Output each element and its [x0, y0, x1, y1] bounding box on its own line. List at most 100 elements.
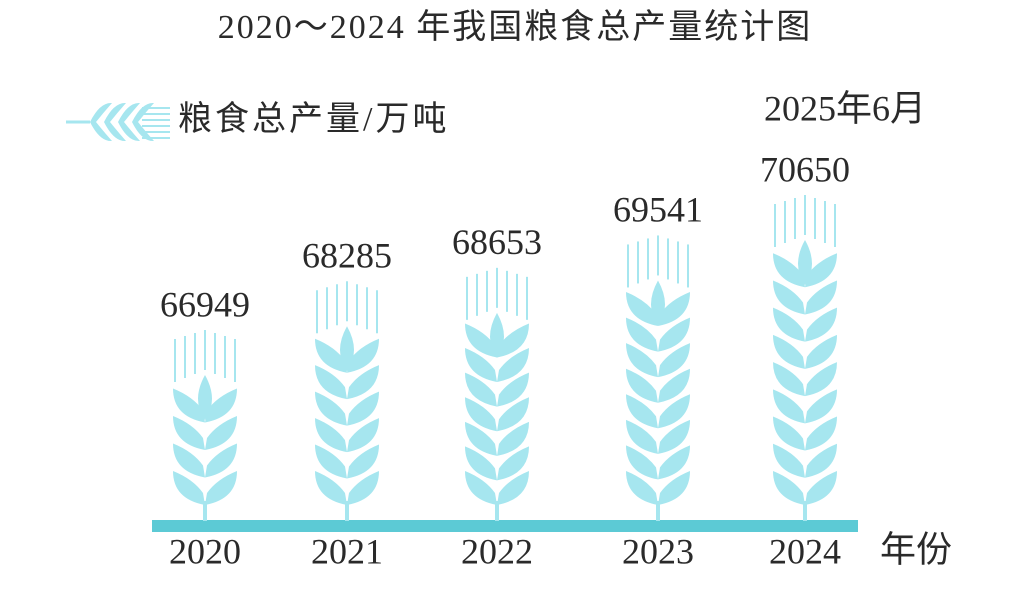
leaf: [465, 348, 497, 383]
leaf: [626, 368, 658, 403]
kernel: [198, 375, 212, 420]
leaf: [658, 445, 690, 480]
legend-leaf: [90, 102, 112, 142]
leaf: [626, 343, 658, 378]
leaf: [315, 338, 347, 373]
leaf: [347, 444, 379, 479]
legend-icon: [66, 102, 170, 142]
stem: [345, 501, 349, 521]
leaf: [465, 323, 497, 358]
leaf: [626, 292, 658, 327]
value-label: 66949: [160, 284, 250, 324]
leaf: [173, 416, 205, 450]
leaf: [658, 419, 690, 454]
leaf: [205, 471, 237, 505]
leaf: [315, 444, 347, 479]
leaf: [773, 416, 805, 451]
leaf: [315, 418, 347, 453]
leaf: [626, 419, 658, 454]
value-label: 70650: [760, 149, 850, 189]
leaf: [173, 471, 205, 505]
x-axis: [152, 520, 858, 532]
leaf: [626, 445, 658, 480]
leaf: [773, 362, 805, 397]
value-label: 69541: [613, 190, 703, 230]
legend-leaf: [118, 102, 140, 142]
legend: 粮食总产量/万吨: [66, 100, 446, 142]
leaf: [347, 338, 379, 373]
leaf: [173, 388, 205, 423]
wheat-bar: [773, 195, 837, 521]
leaf: [347, 391, 379, 426]
leaf: [173, 443, 205, 478]
stem: [656, 501, 660, 521]
leaf: [205, 388, 237, 423]
leaf: [773, 280, 805, 315]
leaf: [347, 365, 379, 400]
leaf: [205, 443, 237, 478]
leaf: [465, 372, 497, 407]
x-tick-label: 2024: [769, 531, 841, 571]
leaf: [315, 365, 347, 400]
leaf: [805, 334, 837, 369]
leaf: [805, 471, 837, 505]
leaf: [465, 446, 497, 481]
leaf: [497, 348, 529, 383]
leaf: [773, 307, 805, 342]
annotation: 2025年6月: [764, 88, 926, 128]
leaf: [658, 343, 690, 378]
x-tick-label: 2021: [311, 531, 383, 571]
leaf: [626, 471, 658, 505]
value-label: 68285: [302, 236, 392, 276]
wheat-bar: [315, 281, 379, 521]
leaf: [497, 471, 529, 505]
leaf: [465, 421, 497, 456]
leaf: [205, 416, 237, 450]
leaf: [626, 317, 658, 352]
leaf: [773, 253, 805, 288]
leaf: [805, 280, 837, 315]
leaf: [658, 471, 690, 505]
x-tick-label: 2023: [622, 531, 694, 571]
wheat-bar: [173, 330, 237, 521]
leaf: [658, 368, 690, 403]
leaf: [773, 334, 805, 369]
leaf: [315, 391, 347, 426]
stem: [803, 501, 807, 521]
value-label: 68653: [452, 222, 542, 262]
leaf: [658, 317, 690, 352]
leaf: [497, 372, 529, 407]
leaf: [805, 389, 837, 424]
kernel: [651, 280, 665, 326]
leaf: [658, 394, 690, 429]
wheat-bar: [626, 235, 690, 521]
x-axis-label: 年份: [880, 529, 952, 569]
leaf: [465, 471, 497, 505]
leaf: [315, 471, 347, 505]
x-tick-label: 2022: [461, 531, 533, 571]
leaf: [805, 362, 837, 397]
leaf: [805, 443, 837, 478]
leaf: [805, 307, 837, 342]
legend-leaf: [104, 102, 126, 142]
kernel: [798, 240, 812, 285]
leaf: [658, 292, 690, 327]
leaf: [497, 421, 529, 456]
chart-title: 2020～2024 年我国粮食总产量统计图: [218, 8, 813, 46]
leaf: [497, 446, 529, 481]
stem: [203, 501, 207, 521]
leaf: [773, 443, 805, 478]
legend-leaf: [132, 102, 154, 142]
wheat-bar: [465, 267, 529, 521]
leaf: [465, 397, 497, 432]
leaf: [626, 394, 658, 429]
leaf: [773, 471, 805, 505]
leaf: [347, 418, 379, 453]
leaf: [497, 397, 529, 432]
x-tick-label: 2020: [169, 531, 241, 571]
leaf: [805, 416, 837, 451]
leaf: [497, 323, 529, 358]
stem: [495, 501, 499, 521]
kernel: [490, 312, 504, 358]
